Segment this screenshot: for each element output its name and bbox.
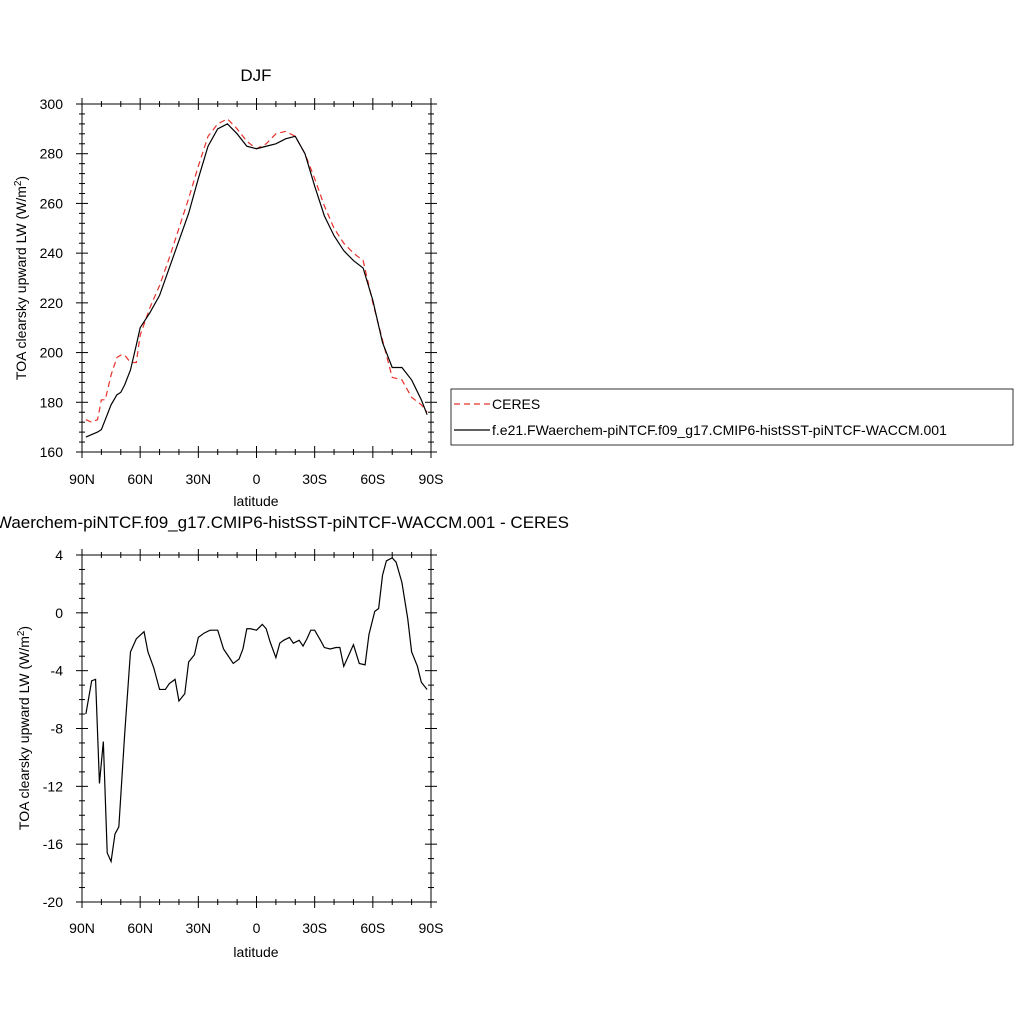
top-y-tick-label-260: 260 (40, 195, 64, 211)
bottom-y-tick-label-m8: -8 (51, 721, 64, 737)
bottom-x-tick-label-60n: 60N (127, 920, 153, 936)
bottom-x-axis-label: latitude (233, 944, 278, 960)
top-x-axis-label: latitude (233, 493, 278, 509)
top-x-tick-label-90s: 90S (419, 471, 444, 487)
top-x-tick-label-30n: 30N (185, 471, 211, 487)
top-x-tick-labels: 90N 60N 30N 0 30S 60S 90S (69, 471, 443, 487)
top-panel: DJF 90N 60N 30N 0 30S 60S 90S 160 180 20… (13, 66, 443, 509)
top-x-tick-label-60n: 60N (127, 471, 153, 487)
top-x-tick-label-0: 0 (253, 471, 261, 487)
bottom-y-tick-label-0: 0 (55, 605, 63, 621)
top-y-tick-label-160: 160 (40, 444, 64, 460)
bottom-plot-lines (85, 557, 428, 864)
legend-label-model: f.e21.FWaerchem-piNTCF.f09_g17.CMIP6-his… (492, 422, 947, 438)
top-panel-title: DJF (240, 66, 271, 85)
legend-box (450, 388, 1014, 446)
bottom-x-tick-labels: 90N 60N 30N 0 30S 60S 90S (69, 920, 443, 936)
bottom-x-tick-label-30n: 30N (185, 920, 211, 936)
top-y-tick-labels: 160 180 200 220 240 260 280 300 (40, 96, 64, 460)
legend: CERES f.e21.FWaerchem-piNTCF.f09_g17.CMI… (450, 388, 1014, 446)
bottom-y-tick-label-m12: -12 (43, 778, 63, 794)
bottom-y-tick-label-m20: -20 (43, 894, 63, 910)
bottom-x-tick-label-90n: 90N (69, 920, 95, 936)
top-y-tick-label-200: 200 (40, 345, 64, 361)
bottom-axis-ticks (76, 549, 437, 908)
top-axis-ticks (76, 98, 437, 458)
top-y-axis-label: TOA clearsky upward LW (W/m2) (13, 176, 29, 380)
bottom-panel-title: f.e21.FWaerchem-piNTCF.f09_g17.CMIP6-his… (0, 513, 569, 532)
bottom-y-tick-label-m16: -16 (43, 836, 63, 852)
bottom-y-tick-labels: -20 -16 -12 -8 -4 0 4 (43, 547, 63, 910)
bottom-x-tick-label-30s: 30S (302, 920, 327, 936)
bottom-x-tick-label-90s: 90S (419, 920, 444, 936)
series-line-ceres (85, 118, 428, 423)
top-y-tick-label-240: 240 (40, 245, 64, 261)
top-plot-lines (85, 118, 428, 438)
top-x-tick-label-60s: 60S (360, 471, 385, 487)
bottom-y-tick-label-m4: -4 (51, 663, 64, 679)
top-x-tick-label-90n: 90N (69, 471, 95, 487)
top-y-tick-label-300: 300 (40, 96, 64, 112)
series-line-difference (85, 557, 428, 864)
top-y-tick-label-220: 220 (40, 295, 64, 311)
top-y-tick-label-280: 280 (40, 146, 64, 162)
top-y-tick-label-180: 180 (40, 394, 64, 410)
bottom-y-axis-label: TOA clearsky upward LW (W/m2) (16, 626, 32, 830)
top-x-tick-label-30s: 30S (302, 471, 327, 487)
bottom-y-tick-label-4: 4 (55, 547, 63, 563)
bottom-x-tick-label-60s: 60S (360, 920, 385, 936)
top-plot-frame (81, 103, 432, 453)
bottom-x-tick-label-0: 0 (253, 920, 261, 936)
legend-label-ceres: CERES (492, 396, 540, 412)
bottom-panel: f.e21.FWaerchem-piNTCF.f09_g17.CMIP6-his… (0, 513, 569, 960)
series-line-f-e21-fwaerchem-pintcf-f09-g17-cmip6-histsst-pintcf-waccm-001 (85, 123, 428, 438)
